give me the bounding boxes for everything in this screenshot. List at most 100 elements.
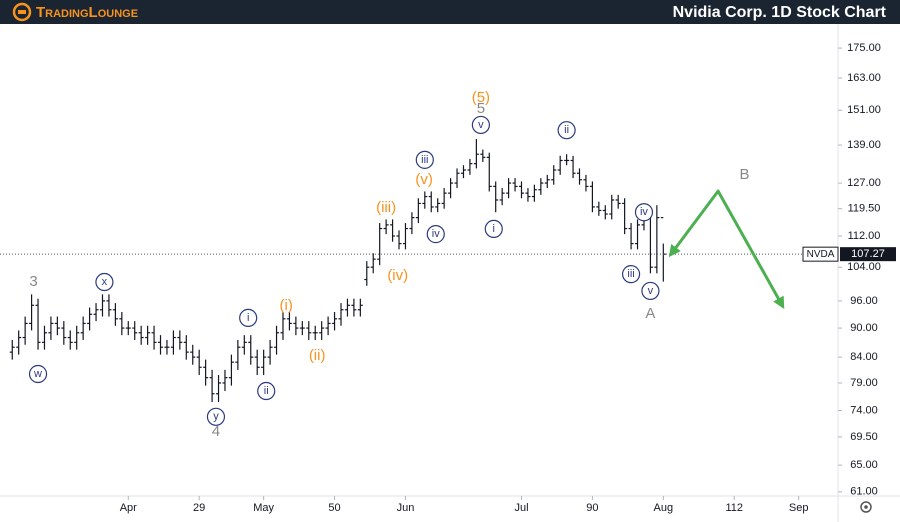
ohlc-bar — [422, 191, 428, 209]
wave-label: iii — [421, 154, 428, 166]
ohlc-bar — [29, 294, 35, 331]
wave-label: iv — [640, 206, 648, 218]
wave-label: x — [102, 276, 108, 288]
ohlc-bar — [119, 312, 125, 336]
x-tick-label: 50 — [328, 502, 340, 514]
ohlc-bar — [319, 321, 325, 340]
ohlc-bar — [428, 191, 434, 213]
ohlc-bar — [228, 354, 234, 386]
wave-label: 3 — [29, 273, 37, 290]
ohlc-bar — [306, 321, 312, 340]
ohlc-bar — [435, 198, 441, 213]
ohlc-bar — [486, 152, 492, 192]
x-tick-label: 29 — [193, 502, 205, 514]
wave-circle — [415, 150, 434, 169]
wave-label: y — [213, 411, 219, 423]
wave-circle — [95, 272, 114, 292]
ohlc-bar — [286, 312, 292, 331]
logo-icon-bar — [18, 10, 26, 14]
ohlc-bar — [564, 154, 570, 166]
ohlc-bar — [261, 349, 267, 376]
y-tick-label: 119.50 — [848, 203, 881, 215]
wave-circle — [471, 115, 490, 135]
ohlc-bar — [151, 325, 157, 350]
ohlc-bar — [609, 194, 615, 220]
ohlc-bar — [16, 330, 22, 355]
ohlc-bar — [448, 178, 454, 199]
wave-label: 5 — [477, 100, 485, 117]
ohlc-bar — [48, 316, 54, 340]
logo-icon — [12, 2, 32, 22]
ohlc-bar — [512, 178, 518, 192]
ohlc-bar — [357, 298, 363, 317]
ohlc-bar — [248, 335, 254, 365]
ticker-box — [802, 246, 839, 262]
wave-label: i — [493, 223, 495, 235]
ohlc-bar — [203, 359, 209, 386]
ohlc-bar — [170, 330, 176, 355]
ohlc-bar — [628, 223, 634, 250]
y-tick-label: 104.00 — [847, 261, 881, 273]
x-tick-label: Jun — [397, 502, 415, 514]
y-tick-label: 90.00 — [850, 322, 878, 334]
ohlc-bar — [41, 325, 47, 350]
ohlc-bar — [293, 316, 299, 336]
wave-circle — [206, 407, 226, 426]
ohlc-bar — [370, 253, 376, 274]
wave-label: 4 — [212, 423, 220, 440]
ohlc-bar — [209, 369, 215, 403]
wave-circle — [557, 121, 576, 140]
wave-label: (5) — [472, 89, 490, 106]
y-tick-label: 74.00 — [850, 404, 878, 416]
settings-gear[interactable] — [860, 501, 872, 513]
x-tick-label: Aug — [654, 502, 674, 514]
wave-label: A — [645, 305, 655, 322]
ohlc-bar — [67, 330, 73, 350]
y-tick-label: 175.00 — [847, 42, 881, 54]
y-tick-label: 79.00 — [850, 377, 878, 389]
ohlc-bar — [164, 339, 170, 355]
ohlc-bar — [80, 316, 86, 340]
ohlc-bar — [467, 158, 473, 175]
ohlc-bar — [622, 198, 628, 235]
ohlc-bar — [351, 298, 357, 317]
wave-label: v — [478, 119, 484, 131]
brand-logo: TradingLounge — [36, 4, 138, 21]
ohlc-bar — [132, 321, 138, 340]
ohlc-bar — [344, 298, 350, 317]
ohlc-bar — [125, 321, 131, 336]
ohlc-bar — [409, 212, 415, 235]
ohlc-bar — [364, 261, 370, 286]
y-tick-label: 139.00 — [847, 139, 881, 151]
ohlc-bar — [383, 219, 389, 235]
ohlc-bar — [74, 325, 80, 350]
ohlc-bar — [454, 168, 460, 189]
ohlc-bar — [267, 339, 273, 365]
wave-label: (iv) — [387, 267, 408, 284]
y-tick-label: 112.00 — [848, 230, 881, 242]
x-tick-label: 90 — [586, 502, 598, 514]
ohlc-bar — [99, 294, 105, 317]
wave-label: (v) — [415, 171, 433, 188]
x-tick-label: Sep — [789, 502, 809, 514]
ohlc-bar — [280, 312, 286, 340]
x-tick-label: Apr — [120, 502, 137, 514]
wave-circle — [28, 364, 48, 384]
chart-title: Nvidia Corp. 1D Stock Chart — [673, 4, 887, 21]
ohlc-bar — [544, 174, 550, 189]
wave-label: ii — [564, 124, 569, 136]
y-tick-label: 65.00 — [850, 459, 878, 471]
ohlc-bar — [396, 230, 402, 250]
ohlc-bar — [570, 155, 576, 179]
ohlc-bar — [415, 198, 421, 224]
settings-icon[interactable] — [860, 501, 872, 513]
y-tick-label: 151.00 — [847, 104, 881, 116]
y-tick-label: 96.00 — [850, 295, 878, 307]
ohlc-bar — [106, 294, 112, 317]
ohlc-bar — [531, 184, 537, 202]
settings-gear-center — [864, 505, 868, 509]
y-tick-label: 61.00 — [850, 486, 878, 498]
ohlc-bar — [402, 223, 408, 250]
last-price-label: 107.27 — [851, 248, 885, 260]
wave-label: i — [247, 312, 249, 324]
